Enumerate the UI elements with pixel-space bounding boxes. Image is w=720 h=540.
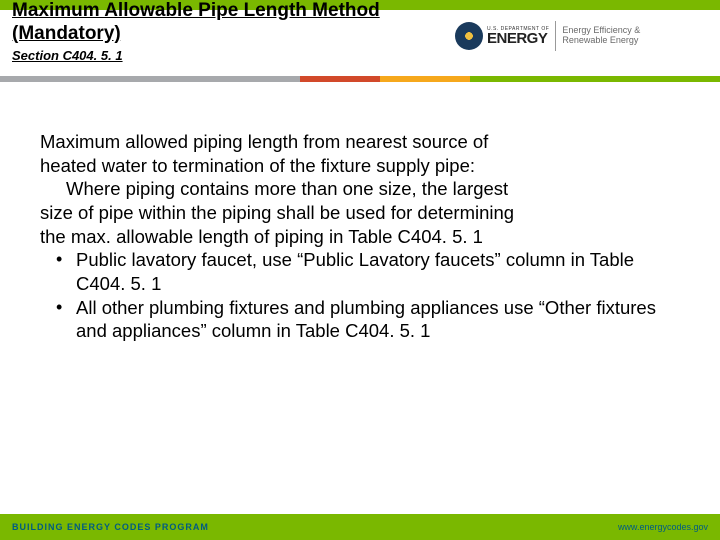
footer-url: www.energycodes.gov	[618, 522, 708, 532]
doe-dept-big: ENERGY	[487, 32, 549, 46]
strip-yellow	[380, 76, 470, 82]
color-strip	[0, 76, 720, 82]
doe-logo: U.S. DEPARTMENT OF ENERGY	[455, 22, 549, 50]
title-block: Maximum Allowable Pipe Length Method (Ma…	[12, 0, 452, 63]
bullet-1: Public lavatory faucet, use “Public Lava…	[44, 248, 680, 295]
slide-title: Maximum Allowable Pipe Length Method (Ma…	[12, 0, 452, 46]
eere-line1: Energy Efficiency &	[562, 25, 640, 35]
section-label: Section C404. 5. 1	[12, 48, 452, 63]
title-line-1: Maximum Allowable Pipe Length Method	[12, 0, 380, 21]
footer: BUILDING ENERGY CODES PROGRAM www.energy…	[0, 514, 720, 540]
para2-line3: the max. allowable length of piping in T…	[40, 225, 680, 249]
body-content: Maximum allowed piping length from neare…	[40, 130, 680, 343]
para2-line2: size of pipe within the piping shall be …	[40, 201, 680, 225]
strip-green	[470, 76, 720, 82]
header: Maximum Allowable Pipe Length Method (Ma…	[0, 0, 720, 76]
eere-line2: Renewable Energy	[562, 35, 638, 45]
para1-line2: heated water to termination of the fixtu…	[40, 154, 680, 178]
bullet-2: All other plumbing fixtures and plumbing…	[44, 296, 680, 343]
logo-divider	[555, 21, 556, 51]
doe-seal-icon	[455, 22, 483, 50]
eere-text: Energy Efficiency & Renewable Energy	[562, 26, 640, 46]
footer-program: BUILDING ENERGY CODES PROGRAM	[12, 522, 209, 532]
strip-grey	[0, 76, 300, 82]
doe-logo-area: U.S. DEPARTMENT OF ENERGY Energy Efficie…	[455, 16, 710, 56]
para2-line1: Where piping contains more than one size…	[66, 177, 680, 201]
doe-text: U.S. DEPARTMENT OF ENERGY	[487, 26, 549, 46]
para1-line1: Maximum allowed piping length from neare…	[40, 130, 680, 154]
strip-orange	[300, 76, 380, 82]
bullet-list: Public lavatory faucet, use “Public Lava…	[40, 248, 680, 343]
title-line-2: (Mandatory)	[12, 23, 121, 44]
